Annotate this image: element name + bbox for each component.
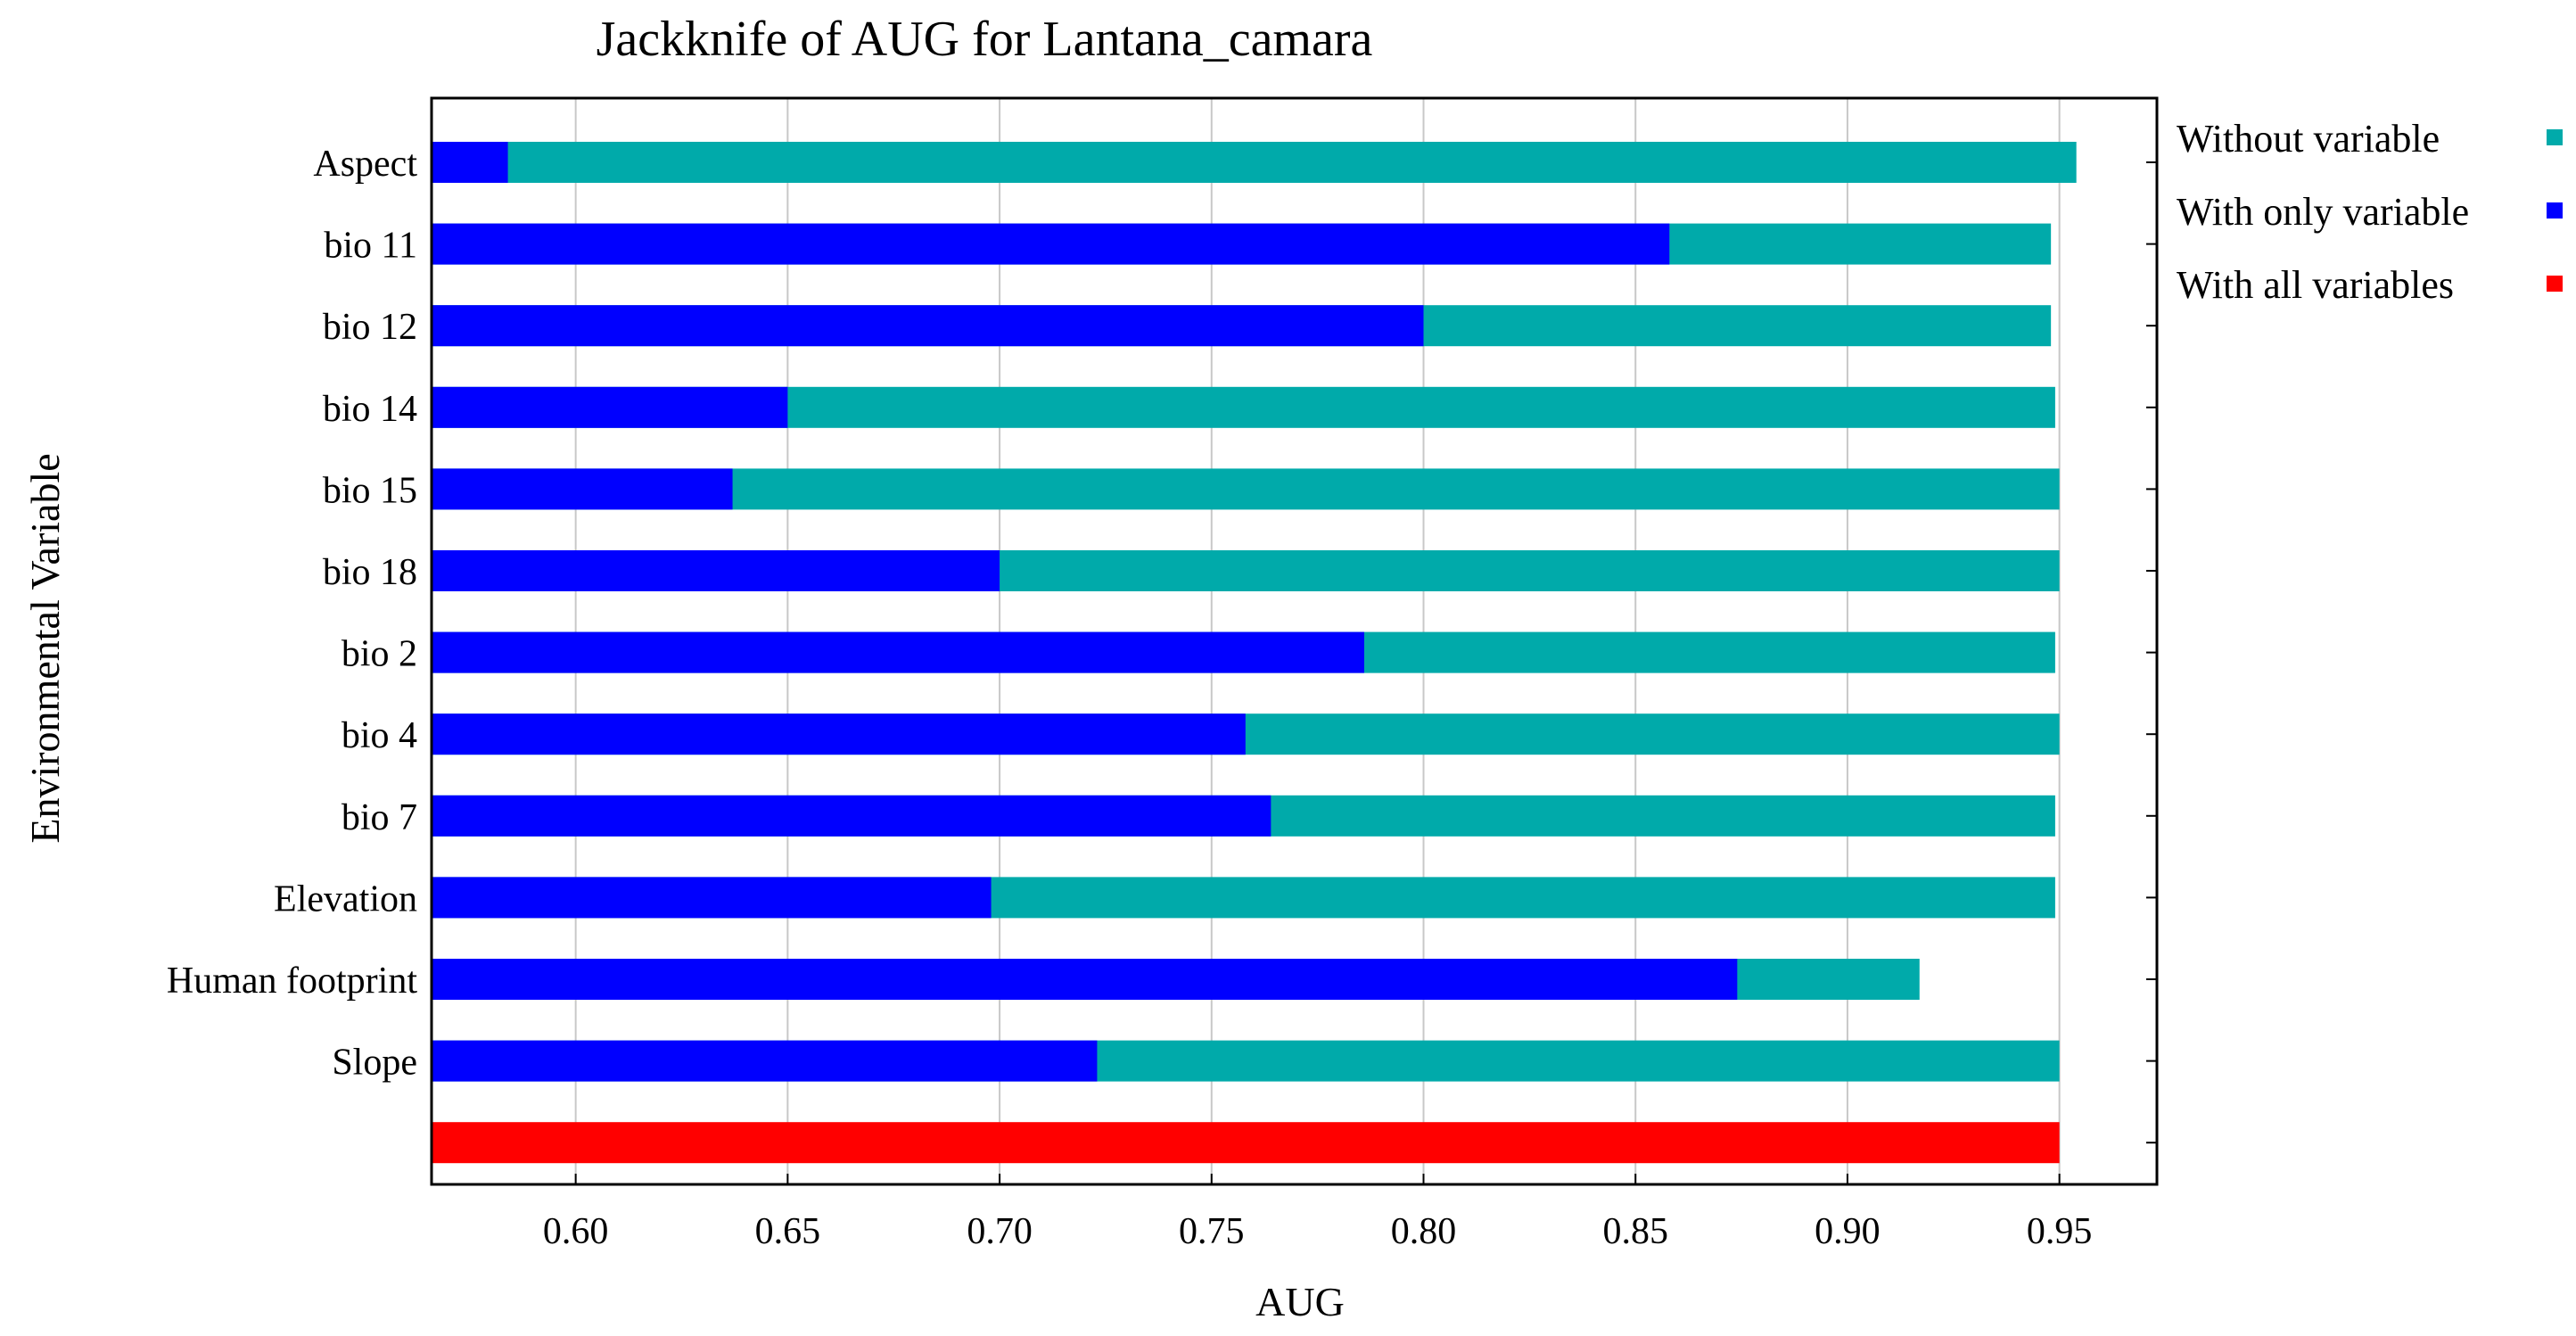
plot-frame [430, 96, 2159, 1186]
bar-with-only-variable [432, 631, 1364, 673]
y-category-label: bio 2 [342, 634, 417, 675]
bar-with-only-variable [432, 713, 1246, 755]
legend: Without variable With only variable With a… [2177, 117, 2563, 307]
x-tick-label: 0.70 [967, 1211, 1033, 1252]
legend-swatch [2547, 129, 2563, 145]
x-tick-label: 0.85 [1602, 1211, 1668, 1252]
y-category-label: bio 12 [323, 307, 417, 348]
bar-without-variable [432, 142, 2077, 183]
legend-label: With only variable [2177, 190, 2469, 234]
bar-with-only-variable [432, 959, 1738, 1000]
x-axis-ticks: 0.60 0.65 0.70 0.75 0.80 0.85 0.90 0.95 [543, 161, 2157, 1252]
x-tick-label: 0.90 [1815, 1211, 1881, 1252]
x-tick-label: 0.75 [1179, 1211, 1245, 1252]
bar-with-only-variable [432, 795, 1272, 837]
y-category-label: Slope [332, 1043, 417, 1084]
legend-label: Without variable [2177, 117, 2440, 161]
x-tick-label: 0.60 [543, 1211, 609, 1252]
y-category-label: bio 4 [342, 715, 417, 756]
bar-with-all-variables [432, 1122, 2060, 1164]
x-axis-label: AUG [1255, 1279, 1345, 1324]
legend-label: With all variables [2177, 263, 2454, 307]
y-category-label: Human footprint [167, 961, 417, 1002]
y-category-label: bio 14 [323, 389, 417, 430]
bar-with-only-variable [432, 877, 992, 919]
y-axis-categories: Aspect bio 11 bio 12 bio 14 bio 15 bio 18 bio … [167, 144, 417, 1084]
y-category-label: bio 15 [323, 470, 417, 511]
y-category-label: bio 11 [324, 226, 417, 267]
x-tick-label: 0.80 [1391, 1211, 1457, 1252]
x-tick-label: 0.65 [755, 1211, 821, 1252]
bar-with-only-variable [432, 468, 733, 510]
x-tick-label: 0.95 [2027, 1211, 2093, 1252]
bar-with-only-variable [432, 1040, 1098, 1082]
chart-title: Jackknife of AUG for Lantana_camara [597, 12, 1373, 67]
bars [432, 142, 2077, 1164]
y-axis-label: Environmental Variable [22, 453, 68, 843]
legend-swatch [2547, 276, 2563, 292]
bar-with-only-variable [432, 386, 788, 428]
y-category-label: Aspect [313, 144, 417, 185]
y-category-label: bio 7 [342, 797, 417, 838]
y-category-label: bio 18 [323, 552, 417, 593]
y-category-label: Elevation [274, 878, 417, 920]
bar-with-only-variable [432, 142, 508, 183]
bar-with-only-variable [432, 305, 1424, 347]
bar-with-only-variable [432, 223, 1670, 265]
legend-swatch [2547, 202, 2563, 219]
bar-with-only-variable [432, 550, 1000, 591]
